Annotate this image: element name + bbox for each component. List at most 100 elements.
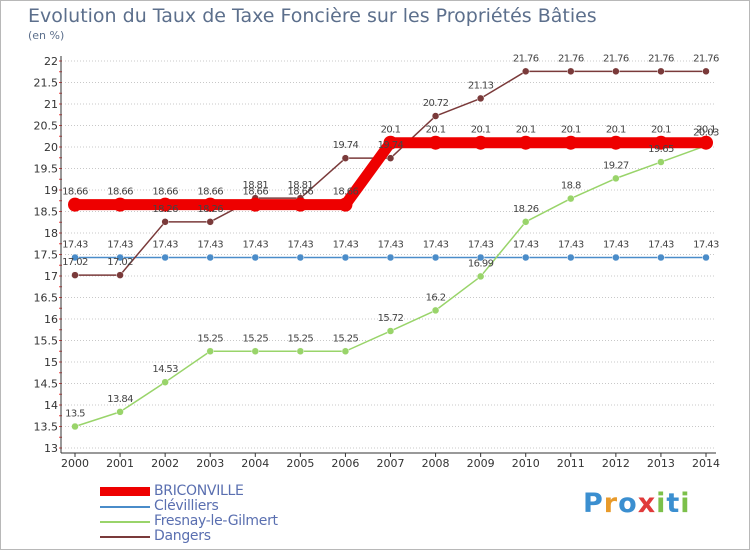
y-tick-label: 13.5	[34, 421, 59, 434]
legend-label-fresnay: Fresnay-le-Gilmert	[154, 513, 278, 529]
data-label-cl-villiers: 17.43	[288, 240, 314, 251]
data-label-cl-villiers: 17.43	[468, 240, 494, 251]
y-tick-label: 19	[44, 184, 58, 197]
logo-letter: P	[583, 488, 604, 519]
logo-letter: i	[680, 488, 691, 519]
logo-letter: i	[656, 488, 667, 519]
data-point-dangers	[206, 218, 214, 226]
x-tick-label: 2010	[512, 457, 540, 470]
data-label-briconville: 18.66	[333, 187, 359, 198]
data-label-cl-villiers: 17.43	[693, 240, 719, 251]
data-point-fresnay-le-gilmert	[116, 408, 124, 416]
data-label-briconville: 20.1	[606, 125, 626, 136]
data-label-dangers: 18.81	[242, 180, 268, 191]
x-tick-label: 2006	[331, 457, 359, 470]
legend-swatch-clevilliers	[100, 506, 150, 508]
data-point-briconville	[653, 135, 668, 150]
logo-letter: t	[666, 488, 681, 519]
data-label-dangers: 21.76	[648, 53, 674, 64]
data-label-dangers: 21.13	[468, 80, 494, 91]
data-point-fresnay-le-gilmert	[567, 194, 575, 203]
data-labels: 17.43 17.43 17.43 17.43 17.43 17.43 17.43 17.43…	[62, 53, 719, 419]
data-point-fresnay-le-gilmert	[386, 327, 395, 335]
data-point-cl-villiers	[702, 253, 710, 262]
data-point-fresnay-le-gilmert	[521, 218, 530, 226]
data-label-cl-villiers: 17.43	[107, 240, 133, 251]
data-label-cl-villiers: 17.43	[152, 240, 178, 251]
legend-label-briconville: BRICONVILLE	[154, 483, 244, 499]
data-label-fresnay-le-gilmert: 15.25	[333, 333, 359, 344]
data-point-dangers	[567, 67, 575, 76]
data-label-dangers: 18.26	[197, 204, 223, 215]
data-label-cl-villiers: 17.43	[242, 240, 268, 251]
y-tick-label: 20	[44, 141, 58, 154]
data-point-cl-villiers	[657, 253, 665, 262]
data-point-cl-villiers	[71, 253, 79, 262]
data-label-fresnay-le-gilmert: 20.03	[693, 128, 719, 139]
data-label-briconville: 18.66	[197, 187, 223, 198]
data-point-fresnay-le-gilmert	[612, 174, 620, 183]
data-label-fresnay-le-gilmert: 19.65	[648, 144, 674, 155]
logo-letter: x	[637, 488, 657, 519]
data-label-cl-villiers: 17.43	[423, 240, 449, 251]
data-label-dangers: 19.74	[378, 140, 404, 151]
data-point-briconville	[203, 197, 218, 212]
data-point-cl-villiers	[116, 253, 124, 262]
data-point-briconville	[563, 135, 578, 150]
legend-label-dangers: Dangers	[154, 528, 211, 544]
data-point-dangers	[521, 67, 530, 76]
data-point-cl-villiers	[341, 253, 350, 262]
data-point-dangers	[341, 154, 350, 162]
y-tick-label: 21	[44, 98, 58, 111]
data-point-briconville	[383, 135, 398, 150]
y-tick-label: 18.5	[34, 206, 59, 219]
data-point-dangers	[161, 218, 169, 226]
x-tick-label: 2014	[692, 457, 720, 470]
data-label-fresnay-le-gilmert: 13.5	[65, 409, 85, 420]
data-label-briconville: 20.1	[516, 125, 536, 136]
data-label-cl-villiers: 17.43	[648, 240, 674, 251]
y-tick-label: 17.5	[34, 249, 59, 262]
legend-label-clevilliers: Clévilliers	[154, 498, 219, 514]
data-point-cl-villiers	[251, 253, 260, 262]
data-point-cl-villiers	[612, 253, 620, 262]
proxiti-logo: Proxiti	[583, 488, 691, 519]
logo-letter: r	[603, 488, 619, 519]
data-label-briconville: 20.1	[696, 125, 716, 136]
y-tick-label: 21.5	[34, 77, 59, 90]
data-label-dangers: 17.02	[62, 257, 88, 268]
data-point-fresnay-le-gilmert	[431, 306, 440, 315]
data-label-cl-villiers: 17.43	[62, 240, 88, 251]
y-tick-label: 19.5	[34, 163, 59, 176]
data-point-dangers	[702, 67, 710, 76]
x-tick-label: 2001	[106, 457, 134, 470]
data-label-cl-villiers: 17.43	[513, 240, 539, 251]
data-point-briconville	[473, 135, 488, 150]
data-label-cl-villiers: 17.43	[558, 240, 584, 251]
data-point-fresnay-le-gilmert	[161, 378, 169, 386]
data-label-dangers: 18.81	[288, 180, 314, 191]
data-label-fresnay-le-gilmert: 15.25	[242, 333, 268, 344]
y-tick-label: 18	[44, 227, 58, 240]
data-label-briconville: 18.66	[242, 187, 268, 198]
data-label-dangers: 21.76	[603, 53, 629, 64]
data-label-fresnay-le-gilmert: 15.25	[197, 333, 223, 344]
data-point-dangers	[116, 271, 124, 279]
x-tick-label: 2013	[647, 457, 675, 470]
data-label-fresnay-le-gilmert: 13.84	[107, 394, 133, 405]
data-point-briconville	[338, 197, 353, 212]
data-point-fresnay-le-gilmert	[341, 347, 350, 355]
y-tick-label: 16	[44, 313, 58, 326]
axes: 13 13.5 14 14.5 15 15.5 16 16.5 17 17.5 18 18.5 19 19…	[34, 55, 721, 470]
data-label-fresnay-le-gilmert: 14.53	[152, 364, 178, 375]
logo-letter: o	[618, 488, 638, 519]
y-tick-label: 17	[44, 270, 58, 283]
data-label-dangers: 21.76	[558, 53, 584, 64]
data-label-briconville: 20.1	[651, 125, 671, 136]
data-label-dangers: 20.72	[423, 98, 449, 109]
data-point-fresnay-le-gilmert	[71, 422, 79, 431]
y-tick-label: 20.5	[34, 120, 59, 133]
x-tick-label: 2012	[602, 457, 630, 470]
data-point-briconville	[158, 197, 173, 212]
data-point-dangers	[657, 67, 665, 76]
